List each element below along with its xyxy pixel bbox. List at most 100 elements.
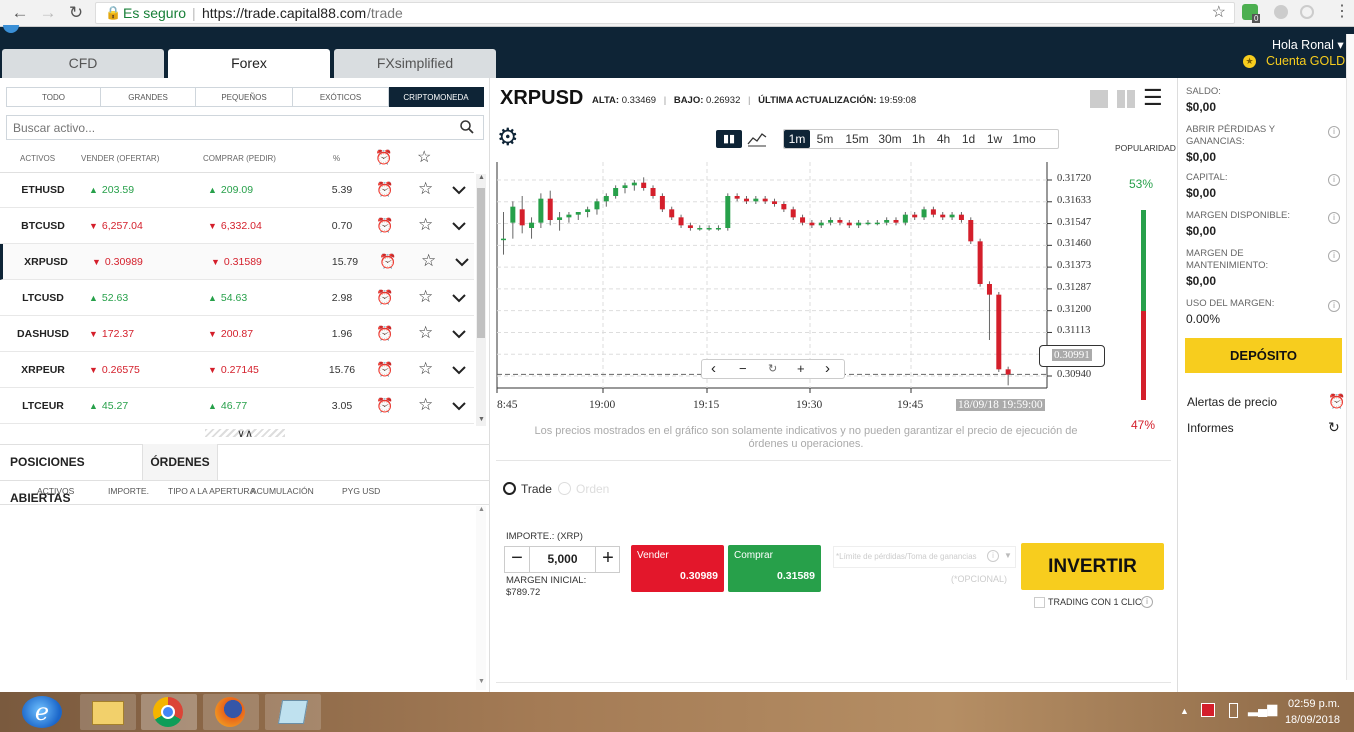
asset-buy[interactable]: ▼ 0.27145 bbox=[208, 364, 259, 376]
info-icon[interactable]: i bbox=[1328, 212, 1340, 224]
asset-row[interactable]: LTCEUR ▲ 45.27 ▲ 46.77 3.05 ⏰ ☆ bbox=[0, 388, 474, 424]
account-type[interactable]: Cuenta GOLD bbox=[1266, 54, 1346, 68]
asset-buy[interactable]: ▼ 200.87 bbox=[208, 328, 253, 340]
resize-handle[interactable] bbox=[205, 429, 285, 437]
timeframe-1m[interactable]: 1m bbox=[784, 130, 810, 148]
filter-minor[interactable]: PEQUEÑOS bbox=[196, 87, 293, 107]
price-alerts-link[interactable]: Alertas de precio bbox=[1187, 395, 1278, 409]
chevron-down-icon[interactable] bbox=[452, 330, 466, 339]
alarm-icon[interactable]: ⏰ bbox=[379, 253, 397, 269]
info-icon[interactable]: i bbox=[1328, 300, 1340, 312]
timeframe-5m[interactable]: 5m bbox=[816, 132, 834, 146]
reports-refresh-icon[interactable]: ↻ bbox=[1328, 419, 1340, 435]
timeframe-1h[interactable]: 1h bbox=[911, 132, 926, 146]
positions-scrollbar[interactable]: ▲ ▼ bbox=[476, 506, 486, 690]
asset-row[interactable]: ETHUSD ▲ 203.59 ▲ 209.09 5.39 ⏰ ☆ bbox=[0, 172, 474, 208]
chevron-down-icon[interactable] bbox=[452, 366, 466, 375]
amount-input[interactable]: 5,000 bbox=[547, 552, 578, 566]
chevron-down-icon[interactable] bbox=[452, 186, 466, 195]
sell-button[interactable]: Vender 0.30989 bbox=[631, 545, 724, 592]
asset-buy[interactable]: ▲ 54.63 bbox=[208, 292, 247, 304]
tab-fxsimplified[interactable]: FXsimplified bbox=[334, 49, 496, 78]
asset-sell[interactable]: ▼ 6,257.04 bbox=[89, 220, 143, 232]
chevron-down-icon[interactable] bbox=[452, 294, 466, 303]
notepad-icon[interactable] bbox=[265, 694, 321, 730]
chevron-down-icon[interactable] bbox=[452, 222, 466, 231]
timeframe-1mo[interactable]: 1mo bbox=[1012, 132, 1036, 146]
address-bar[interactable]: 🔒 Es seguro | https://trade.capital88.co… bbox=[95, 2, 1235, 24]
asset-buy[interactable]: ▲ 209.09 bbox=[208, 184, 253, 196]
timeframe-30m[interactable]: 30m bbox=[878, 132, 902, 146]
sl-dropdown-icon[interactable]: ▼ bbox=[1004, 551, 1012, 560]
layout-grid-icon[interactable] bbox=[1117, 90, 1135, 108]
favorite-star-icon[interactable]: ☆ bbox=[421, 251, 437, 270]
tab-cfd[interactable]: CFD bbox=[2, 49, 164, 78]
timeframe-1w[interactable]: 1w bbox=[986, 132, 1003, 146]
timeframe-1d[interactable]: 1d bbox=[961, 132, 976, 146]
asset-buy[interactable]: ▲ 46.77 bbox=[208, 400, 247, 412]
search-icon[interactable] bbox=[460, 120, 474, 134]
zoom-out-icon[interactable]: − bbox=[739, 361, 747, 376]
layout-list-icon[interactable]: ☰ bbox=[1143, 85, 1163, 110]
alarm-icon[interactable]: ⏰ bbox=[376, 217, 394, 233]
extension3-icon[interactable] bbox=[1300, 5, 1314, 19]
tab-open-positions[interactable]: POSICIONES ABIERTAS bbox=[0, 444, 143, 505]
reports-link[interactable]: Informes bbox=[1187, 421, 1234, 435]
alarm-icon[interactable]: ⏰ bbox=[376, 397, 394, 413]
asset-sell[interactable]: ▼ 172.37 bbox=[89, 328, 134, 340]
info-icon[interactable]: i bbox=[1328, 126, 1340, 138]
chart-prev-icon[interactable]: ‹ bbox=[711, 360, 716, 377]
favorite-star-icon[interactable]: ☆ bbox=[418, 395, 434, 414]
amount-plus-button[interactable]: + bbox=[595, 547, 620, 572]
clock-date[interactable]: 18/09/2018 bbox=[1284, 714, 1340, 726]
favorite-star-icon[interactable]: ☆ bbox=[418, 323, 434, 342]
tab-forex[interactable]: Forex bbox=[168, 49, 330, 78]
timeframe-4h[interactable]: 4h bbox=[936, 132, 951, 146]
chevron-resize-icon[interactable]: ∨∧ bbox=[237, 428, 254, 440]
asset-sell[interactable]: ▲ 203.59 bbox=[89, 184, 134, 196]
favorite-star-icon[interactable]: ☆ bbox=[418, 359, 434, 378]
clock-time[interactable]: 02:59 p.m. bbox=[1288, 698, 1340, 710]
asset-sell[interactable]: ▼ 0.30989 bbox=[92, 256, 143, 268]
signal-icon[interactable]: ▂▄▆ bbox=[1248, 701, 1278, 716]
buy-button[interactable]: Comprar 0.31589 bbox=[728, 545, 821, 592]
trade-radio[interactable] bbox=[503, 482, 516, 495]
filter-all[interactable]: TODO bbox=[6, 87, 101, 107]
alarm-icon[interactable]: ⏰ bbox=[376, 325, 394, 341]
tab-orders[interactable]: ÓRDENES bbox=[143, 444, 218, 480]
firefox-icon[interactable] bbox=[203, 694, 259, 730]
forward-icon[interactable]: → bbox=[39, 3, 57, 22]
filter-crypto[interactable]: CRIPTOMONEDA bbox=[389, 87, 484, 107]
candles-icon[interactable]: ▮▮ bbox=[716, 130, 742, 148]
asset-row[interactable]: XRPUSD ▼ 0.30989 ▼ 0.31589 15.79 ⏰ ☆ bbox=[0, 244, 474, 280]
tray-arrow-icon[interactable]: ▲ bbox=[1180, 706, 1189, 716]
battery-icon[interactable] bbox=[1229, 703, 1238, 718]
favorite-star-icon[interactable]: ☆ bbox=[418, 215, 434, 234]
invest-button[interactable]: INVERTIR bbox=[1021, 543, 1164, 590]
chevron-down-icon[interactable] bbox=[455, 258, 469, 267]
bookmark-star-icon[interactable]: ☆ bbox=[1211, 4, 1226, 21]
price-chart[interactable] bbox=[491, 158, 1177, 418]
order-radio[interactable] bbox=[558, 482, 571, 495]
info-icon[interactable]: i bbox=[1328, 174, 1340, 186]
info-icon[interactable]: i bbox=[1328, 250, 1340, 262]
asset-sell[interactable]: ▲ 52.63 bbox=[89, 292, 128, 304]
one-click-info-icon[interactable]: i bbox=[1141, 596, 1153, 608]
network-error-icon[interactable] bbox=[1201, 703, 1215, 717]
asset-buy[interactable]: ▼ 6,332.04 bbox=[208, 220, 262, 232]
layout-single-icon[interactable] bbox=[1090, 90, 1108, 108]
asset-sell[interactable]: ▲ 45.27 bbox=[89, 400, 128, 412]
asset-buy[interactable]: ▼ 0.31589 bbox=[211, 256, 262, 268]
page-scrollbar[interactable] bbox=[1346, 34, 1354, 680]
price-alerts-icon[interactable]: ⏰ bbox=[1328, 393, 1346, 409]
alarm-icon[interactable]: ⏰ bbox=[376, 361, 394, 377]
filter-major[interactable]: GRANDES bbox=[101, 87, 196, 107]
deposit-button[interactable]: DEPÓSITO bbox=[1185, 338, 1342, 373]
ie-icon[interactable]: e bbox=[22, 696, 62, 728]
filter-exotic[interactable]: EXÓTICOS bbox=[293, 87, 389, 107]
settings-gear-icon[interactable]: ⚙ bbox=[497, 124, 519, 151]
alarm-icon[interactable]: ⏰ bbox=[376, 181, 394, 197]
line-chart-icon[interactable] bbox=[747, 131, 767, 147]
asset-row[interactable]: LTCUSD ▲ 52.63 ▲ 54.63 2.98 ⏰ ☆ bbox=[0, 280, 474, 316]
reset-zoom-icon[interactable]: ↻ bbox=[768, 363, 778, 375]
